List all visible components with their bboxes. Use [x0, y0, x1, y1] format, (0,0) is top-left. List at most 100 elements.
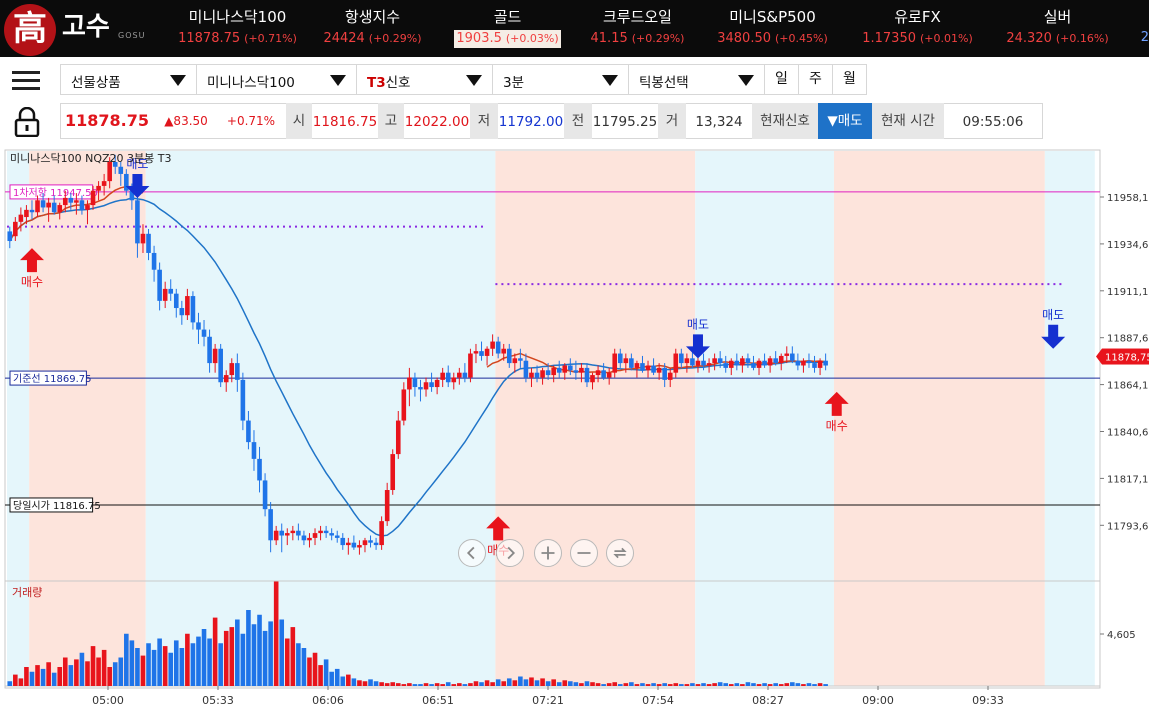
candle-body [201, 329, 207, 337]
candle-body [601, 370, 606, 378]
candle-body [745, 358, 751, 364]
ticker-item[interactable]: 유로FX 1.17350 (+0.01%) [855, 0, 980, 57]
sell-arrow-icon [1041, 324, 1066, 349]
volume-bar [368, 679, 373, 686]
candle-body [801, 360, 806, 366]
high-label: 고 [378, 103, 404, 139]
candle-body [712, 358, 717, 364]
candle-body [346, 542, 351, 546]
candle-body [418, 387, 423, 390]
candle-body [756, 360, 762, 368]
candle-body [334, 535, 340, 538]
symbol-select[interactable]: 미니나스닥100 [196, 64, 357, 95]
buy-signal-label: 매수 [21, 275, 43, 289]
volume-bar [545, 681, 551, 686]
price-change-pct: +0.71% [226, 114, 276, 128]
candle-body [634, 363, 640, 368]
product-select[interactable]: 선물상품 [60, 64, 197, 95]
brand-name: 고수 [62, 12, 110, 42]
volume-bar [251, 624, 257, 686]
candle-body [579, 367, 584, 373]
ticker-value: 3480.50 (+0.45%) [717, 31, 828, 46]
volume-bar [823, 684, 828, 686]
signal-select[interactable]: T3신호 [356, 64, 493, 95]
candle-body [629, 358, 634, 368]
scroll-left-icon[interactable] [458, 539, 486, 567]
low-value: 11792.00 [498, 103, 564, 139]
candle-body [35, 200, 40, 213]
period-month-button[interactable]: 월 [832, 64, 867, 95]
volume-bar [218, 643, 223, 686]
price-chart[interactable]: 1차저항 11947.50 기준선 11869.75 당일시가 11816.75 매… [0, 148, 1149, 720]
volume-bar [257, 614, 262, 686]
candle-body [457, 372, 462, 378]
volume-bar [518, 676, 523, 686]
ticker-item[interactable]: 항생지수 24424 (+0.29%) [310, 0, 435, 57]
ticker-value: 1903.5 (+0.03%) [454, 30, 561, 48]
price-panel-frame [4, 149, 1101, 689]
period-week-button[interactable]: 주 [798, 64, 833, 95]
scroll-right-icon[interactable] [496, 539, 524, 567]
volume-bar [118, 657, 124, 686]
volume-bar [307, 657, 312, 686]
volume-bar [562, 680, 568, 686]
ticker-item[interactable]: 크루드오일 41.15 (+0.29%) [575, 0, 700, 57]
ticker-overflow[interactable]: 2 [1140, 30, 1149, 45]
volume-bar [290, 627, 296, 686]
volume-bar [634, 684, 640, 686]
volume-bar [806, 683, 812, 686]
period-day-button[interactable]: 일 [764, 64, 799, 95]
lock-icon[interactable] [14, 107, 40, 137]
hamburger-menu-icon[interactable] [12, 71, 40, 91]
volume-bar [451, 684, 457, 686]
buy-signal-label: 매수 [826, 419, 848, 433]
brand-logo[interactable] [4, 4, 56, 56]
volume-bar [312, 652, 318, 686]
volume-bar [534, 680, 540, 686]
candle-body [812, 363, 817, 368]
ticker-value: 24.320 (+0.16%) [1006, 31, 1109, 46]
ticker-item[interactable]: 미니S&P500 3480.50 (+0.45%) [710, 0, 835, 57]
candle-body [96, 185, 101, 191]
sell-arrow-icon [685, 334, 710, 359]
candle-body [662, 367, 667, 380]
volume-bar [512, 680, 518, 686]
x-tick-label: 07:54 [642, 694, 674, 707]
volume-bar [223, 630, 229, 686]
candle-body [540, 370, 545, 378]
volume-bar [29, 671, 35, 686]
last-price: 11878.75 [64, 111, 149, 130]
candle-body [562, 365, 568, 373]
volume-bar [235, 619, 240, 686]
volume-bar [90, 646, 96, 686]
candle-body [29, 209, 35, 213]
ticker-item[interactable]: 미니나스닥100 11878.75 (+0.71%) [165, 0, 310, 57]
ticker-item[interactable]: 골드 1903.5 (+0.03%) [445, 0, 570, 57]
volume-bar [323, 659, 329, 686]
candle-body [667, 372, 673, 380]
candle-body [173, 293, 179, 309]
candle-body [806, 360, 812, 364]
volume-bar [157, 638, 162, 686]
zoom-in-icon[interactable] [534, 539, 562, 567]
candle-body [384, 490, 390, 522]
sell-signal-label: 매도 [1042, 308, 1064, 322]
brand-logo-hanja: 高 [13, 9, 47, 49]
volume-bar [74, 659, 79, 686]
interval-select-label: 3분 [503, 75, 525, 91]
ticker-item[interactable]: 실버 24.320 (+0.16%) [995, 0, 1120, 57]
candle-body [290, 530, 296, 534]
volume-bar [429, 684, 434, 686]
volume-bar [540, 678, 545, 686]
ticker-name: 실버 [1043, 8, 1072, 26]
volume-bar [529, 677, 534, 686]
candle-select[interactable]: 틱봉선택 [628, 64, 765, 95]
reset-view-icon[interactable] [606, 539, 634, 567]
candle-body [7, 231, 13, 241]
session-band [29, 151, 146, 686]
candle-body [46, 202, 51, 208]
interval-select[interactable]: 3분 [492, 64, 629, 95]
candle-body [235, 363, 240, 380]
zoom-out-icon[interactable] [570, 539, 598, 567]
